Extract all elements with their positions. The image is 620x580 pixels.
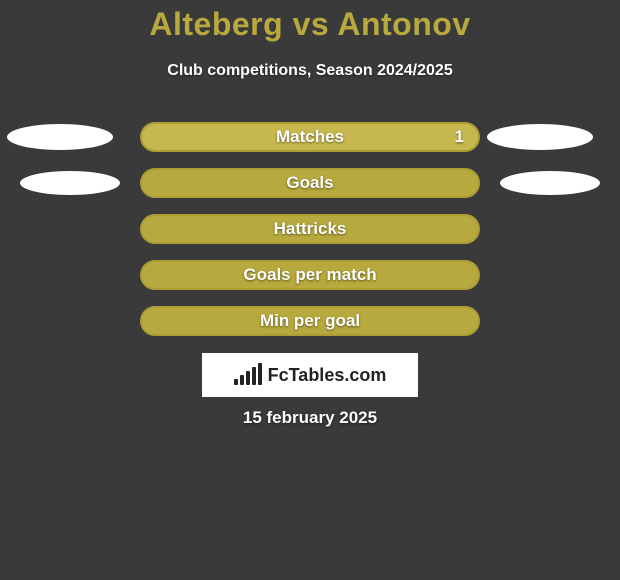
- stat-row: Goals per match: [0, 260, 620, 306]
- stat-bar: Goals per match: [140, 260, 480, 290]
- right-marker-ellipse: [487, 124, 593, 150]
- stat-label: Goals per match: [142, 265, 478, 285]
- stat-value-right: 1: [455, 127, 464, 147]
- stat-row: Hattricks: [0, 214, 620, 260]
- brand-badge: FcTables.com: [202, 353, 418, 397]
- stat-rows: Matches1 Goals Hattricks Goals per match Min…: [0, 122, 620, 352]
- stat-label: Goals: [142, 173, 478, 193]
- right-marker-ellipse: [500, 171, 600, 195]
- stat-label: Min per goal: [142, 311, 478, 331]
- comparison-infographic: Alteberg vs Antonov Club competitions, S…: [0, 0, 620, 580]
- stat-bar: Goals: [140, 168, 480, 198]
- stat-row: Goals: [0, 168, 620, 214]
- stat-bar: Matches1: [140, 122, 480, 152]
- left-marker-ellipse: [7, 124, 113, 150]
- stat-row: Matches1: [0, 122, 620, 168]
- footer-date: 15 february 2025: [0, 408, 620, 428]
- stat-bar: Min per goal: [140, 306, 480, 336]
- stat-row: Min per goal: [0, 306, 620, 352]
- brand-text: FcTables.com: [268, 365, 387, 386]
- left-marker-ellipse: [20, 171, 120, 195]
- brand-logo-icon: [234, 365, 262, 385]
- stat-bar-fill: [142, 124, 478, 150]
- stat-label: Hattricks: [142, 219, 478, 239]
- page-title: Alteberg vs Antonov: [0, 0, 620, 43]
- stat-bar: Hattricks: [140, 214, 480, 244]
- page-subtitle: Club competitions, Season 2024/2025: [0, 62, 620, 80]
